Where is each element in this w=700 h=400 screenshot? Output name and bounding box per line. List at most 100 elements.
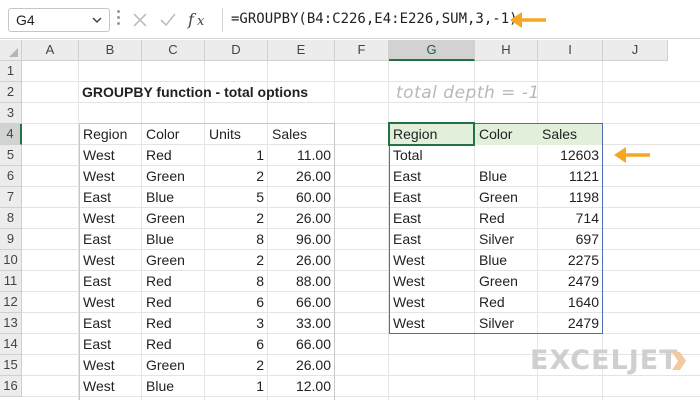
row-header-14[interactable]: 14 [0, 334, 22, 355]
source-header-cell[interactable]: Region [83, 126, 128, 142]
source-table-cell[interactable]: 1 [256, 378, 264, 394]
source-table-cell[interactable]: 96.00 [295, 231, 331, 247]
column-header-D[interactable]: D [205, 40, 268, 61]
source-table-cell[interactable]: Green [146, 357, 185, 373]
row-header-1[interactable]: 1 [0, 61, 22, 82]
drag-handle-icon[interactable] [117, 10, 120, 30]
source-table-cell[interactable]: East [83, 315, 112, 331]
result-table-cell[interactable]: Blue [479, 252, 508, 268]
result-table-cell[interactable]: Red [479, 210, 505, 226]
row-header-15[interactable]: 15 [0, 355, 22, 376]
source-header-cell[interactable]: Units [209, 126, 241, 142]
source-table-cell[interactable]: Red [146, 294, 172, 310]
source-table-cell[interactable]: West [83, 210, 115, 226]
source-table-cell[interactable]: 6 [256, 336, 264, 352]
result-table-cell[interactable]: 1121 [568, 168, 599, 184]
cancel-icon[interactable] [130, 10, 150, 30]
row-header-6[interactable]: 6 [0, 166, 22, 187]
column-header-C[interactable]: C [142, 40, 205, 61]
result-table-cell[interactable]: West [393, 273, 425, 289]
source-table-cell[interactable]: 1 [256, 147, 264, 163]
row-header-11[interactable]: 11 [0, 271, 22, 292]
name-box[interactable]: G4 [8, 8, 110, 32]
column-header-J[interactable]: J [603, 40, 668, 61]
source-table-cell[interactable]: East [83, 336, 112, 352]
result-table-cell[interactable] [475, 145, 538, 166]
row-header-9[interactable]: 9 [0, 229, 22, 250]
source-table-cell[interactable]: West [83, 168, 115, 184]
source-table-cell[interactable]: East [83, 231, 112, 247]
result-table-cell[interactable]: 2275 [567, 252, 599, 268]
column-header-G[interactable]: G [389, 40, 475, 61]
source-table-cell[interactable]: 5 [256, 189, 264, 205]
source-table-cell[interactable]: 2 [256, 252, 264, 268]
result-table-cell[interactable]: West [393, 294, 425, 310]
row-header-13[interactable]: 13 [0, 313, 22, 334]
row-header-2[interactable]: 2 [0, 82, 22, 103]
result-table-cell[interactable]: East [393, 210, 422, 226]
column-header-H[interactable]: H [475, 40, 538, 61]
result-header-cell[interactable]: Color [479, 126, 513, 142]
source-table-cell[interactable]: 33.00 [295, 315, 331, 331]
selected-cell-G4[interactable] [388, 122, 475, 146]
source-table-cell[interactable]: 26.00 [295, 357, 331, 373]
row-header-3[interactable]: 3 [0, 103, 22, 124]
column-header-F[interactable]: F [335, 40, 389, 61]
source-table-cell[interactable]: West [83, 147, 115, 163]
source-table-cell[interactable]: Green [146, 210, 185, 226]
source-table-cell[interactable]: East [83, 273, 112, 289]
source-table-cell[interactable]: 12.00 [295, 378, 331, 394]
chevron-down-icon[interactable] [91, 13, 103, 27]
source-table-cell[interactable]: 88.00 [295, 273, 331, 289]
result-header-cell[interactable]: Sales [542, 126, 578, 142]
enter-check-icon[interactable] [158, 10, 178, 30]
result-table-cell[interactable]: West [393, 252, 425, 268]
result-table-cell[interactable]: East [393, 189, 422, 205]
source-table-cell[interactable]: Red [146, 147, 172, 163]
column-header-E[interactable]: E [268, 40, 335, 61]
result-table-cell[interactable]: 697 [575, 231, 599, 247]
source-table-cell[interactable]: West [83, 378, 115, 394]
source-table-cell[interactable]: 26.00 [295, 168, 331, 184]
result-table-cell[interactable]: 714 [575, 210, 599, 226]
source-table-cell[interactable]: Green [146, 252, 185, 268]
source-table-cell[interactable]: West [83, 357, 115, 373]
source-table-cell[interactable]: West [83, 294, 115, 310]
source-table-cell[interactable]: 26.00 [295, 210, 331, 226]
source-table-cell[interactable]: Red [146, 315, 172, 331]
result-table-cell[interactable]: 12603 [560, 147, 599, 163]
source-table-cell[interactable]: East [83, 189, 112, 205]
row-header-7[interactable]: 7 [0, 187, 22, 208]
source-table-cell[interactable]: 2 [256, 210, 264, 226]
source-table-cell[interactable]: 66.00 [295, 294, 331, 310]
result-table-cell[interactable]: 1640 [567, 294, 599, 310]
select-all-corner[interactable] [0, 40, 22, 61]
source-table-cell[interactable]: 60.00 [295, 189, 331, 205]
result-table-cell[interactable]: West [393, 315, 425, 331]
row-header-4[interactable]: 4 [0, 124, 22, 145]
source-table-cell[interactable]: 2 [256, 357, 264, 373]
result-table-cell[interactable]: 2479 [567, 315, 599, 331]
source-table-cell[interactable]: 3 [256, 315, 264, 331]
formula-input[interactable]: =GROUPBY(B4:C226,E4:E226,SUM,3,-1) [222, 8, 692, 32]
source-header-cell[interactable]: Sales [272, 126, 308, 142]
source-table-cell[interactable]: West [83, 252, 115, 268]
source-table-cell[interactable]: Red [146, 336, 172, 352]
source-table-cell[interactable]: 8 [256, 273, 264, 289]
source-table-cell[interactable]: 11.00 [297, 147, 331, 163]
result-table-cell[interactable]: East [393, 231, 422, 247]
source-table-cell[interactable]: Blue [146, 189, 175, 205]
result-table-cell[interactable]: East [393, 168, 422, 184]
column-header-I[interactable]: I [538, 40, 603, 61]
result-table-cell[interactable]: Red [479, 294, 505, 310]
source-table-cell[interactable]: Red [146, 273, 172, 289]
source-table-cell[interactable]: Green [146, 168, 185, 184]
result-table-cell[interactable]: Blue [479, 168, 508, 184]
source-table-cell[interactable]: 66.00 [295, 336, 331, 352]
result-table-cell[interactable]: 2479 [567, 273, 599, 289]
row-header-12[interactable]: 12 [0, 292, 22, 313]
source-header-cell[interactable]: Color [146, 126, 180, 142]
result-table-cell[interactable]: 1198 [568, 189, 599, 205]
source-table-cell[interactable]: 26.00 [295, 252, 331, 268]
